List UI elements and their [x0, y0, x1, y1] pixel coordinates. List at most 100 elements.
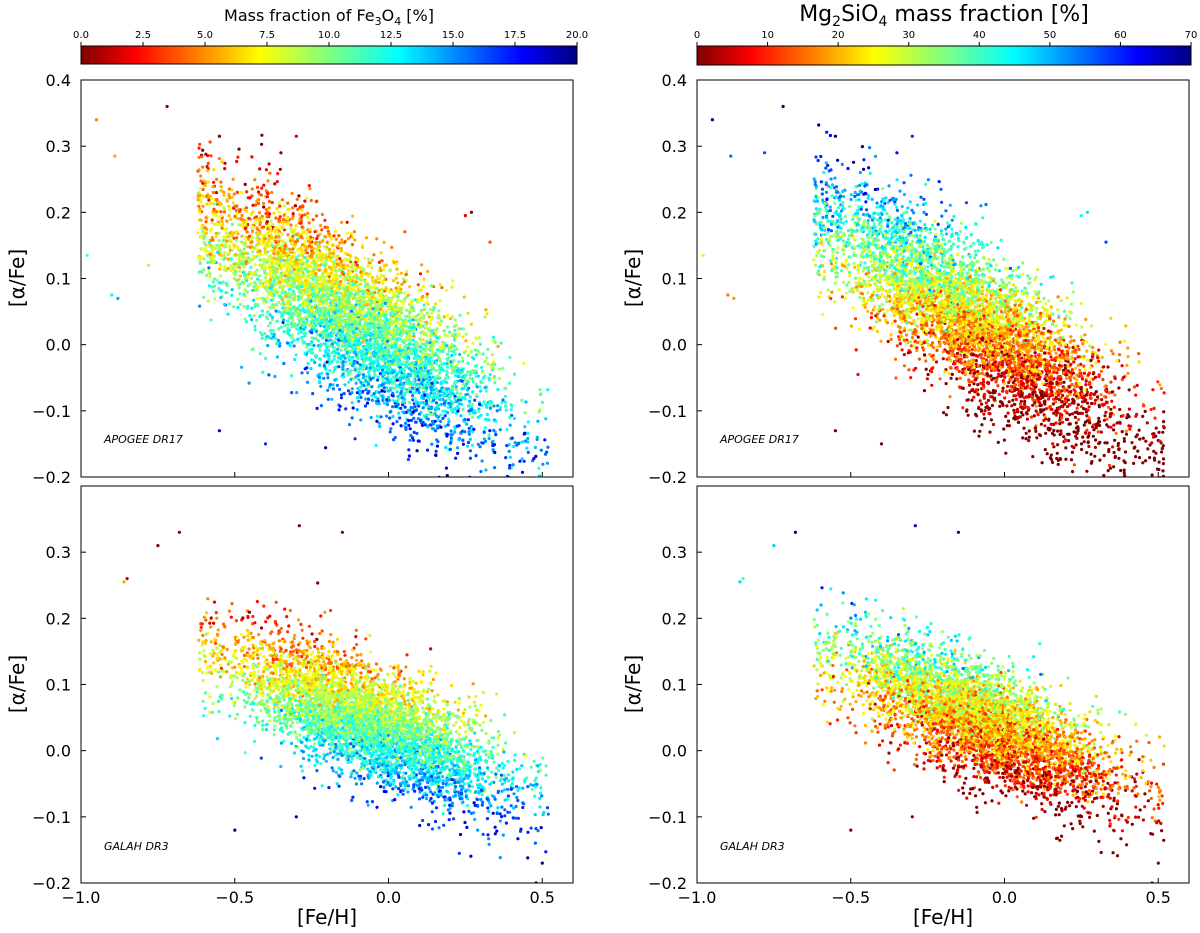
data-point [378, 301, 382, 305]
data-point [204, 216, 208, 220]
data-point [375, 419, 379, 423]
data-point [292, 231, 296, 235]
data-point [503, 400, 508, 404]
data-point [223, 251, 227, 255]
data-point [466, 392, 470, 396]
data-point [297, 194, 301, 198]
data-point [323, 245, 327, 249]
data-point [348, 349, 352, 353]
data-point [290, 315, 294, 320]
data-point [498, 408, 502, 412]
data-point [376, 361, 380, 365]
data-point [270, 243, 274, 247]
data-point [265, 232, 269, 236]
data-point [320, 212, 324, 217]
data-point [344, 323, 348, 327]
data-point [473, 398, 477, 402]
data-point [442, 329, 446, 333]
data-point [259, 264, 263, 268]
data-point [364, 388, 368, 392]
data-point [434, 396, 438, 400]
data-point [449, 399, 453, 403]
data-point [274, 267, 278, 271]
data-point [379, 297, 383, 301]
data-point [483, 374, 487, 378]
data-point [332, 357, 336, 361]
data-point [271, 222, 275, 227]
data-point [299, 311, 303, 316]
data-point [276, 231, 280, 235]
data-point [267, 199, 272, 203]
data-point [343, 327, 347, 332]
data-point [432, 285, 436, 289]
data-point [292, 344, 296, 348]
data-point [222, 193, 226, 197]
data-point [440, 286, 444, 290]
data-point [235, 190, 239, 194]
data-point [412, 322, 416, 326]
data-point [346, 272, 350, 276]
data-point [380, 346, 384, 350]
data-point [382, 324, 386, 328]
data-point [363, 314, 367, 318]
data-point [211, 238, 215, 242]
data-point [447, 396, 451, 400]
data-point [224, 291, 228, 295]
data-point [339, 304, 343, 308]
data-point [379, 415, 383, 419]
colorbar-tick-label: 20 [832, 30, 845, 41]
data-point [266, 324, 271, 328]
data-point [319, 254, 323, 258]
data-point [456, 392, 460, 396]
data-point [374, 329, 378, 333]
data-point [312, 305, 316, 309]
data-point [371, 310, 375, 314]
data-point [212, 180, 216, 184]
data-point [223, 243, 227, 247]
data-point [316, 339, 320, 343]
data-point [287, 305, 291, 309]
data-point [334, 337, 338, 341]
data-point [327, 326, 331, 330]
data-point [288, 247, 292, 251]
data-point [421, 347, 425, 351]
data-point [407, 454, 411, 458]
data-point [320, 260, 325, 264]
data-point [415, 344, 419, 348]
data-point [395, 332, 399, 336]
data-point [368, 261, 372, 265]
data-point [358, 367, 362, 371]
data-point [397, 370, 401, 374]
data-point [341, 344, 345, 348]
data-point [546, 388, 550, 392]
data-point [446, 423, 450, 427]
data-point [416, 313, 420, 317]
data-point [485, 356, 489, 360]
data-point [330, 351, 334, 355]
data-point [350, 235, 354, 240]
data-point [288, 239, 293, 243]
data-point [227, 204, 231, 208]
data-point [251, 250, 255, 254]
data-point [466, 361, 470, 365]
data-point [270, 288, 274, 292]
data-point [398, 383, 402, 387]
data-point [526, 436, 530, 441]
data-point [367, 373, 371, 377]
data-point [378, 352, 383, 356]
data-point [464, 339, 468, 343]
data-point [325, 271, 329, 275]
data-point [336, 244, 340, 248]
data-point [497, 376, 502, 380]
data-point [317, 379, 322, 384]
data-point [293, 357, 297, 362]
data-point [465, 422, 469, 426]
data-point [406, 457, 410, 462]
data-point [453, 318, 457, 322]
data-point [403, 386, 407, 390]
data-point [500, 401, 504, 405]
data-point [324, 258, 328, 262]
data-point [238, 274, 242, 278]
data-point [403, 230, 407, 234]
data-point [423, 384, 427, 388]
